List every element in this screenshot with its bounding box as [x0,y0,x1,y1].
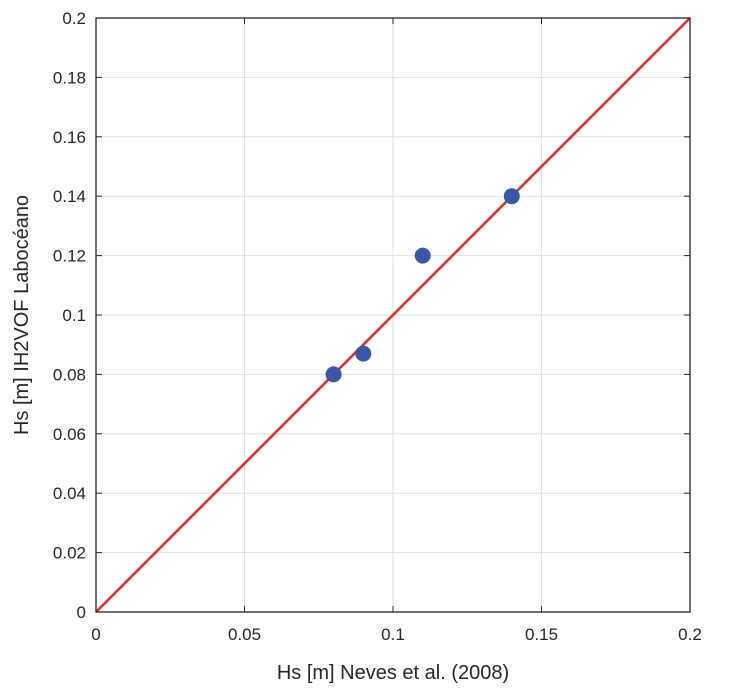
x-tick-label: 0.2 [678,625,702,644]
y-tick-label: 0.1 [62,306,86,325]
y-tick-label: 0.14 [53,187,86,206]
reference-line [95,17,691,613]
y-tick-label: 0.06 [53,425,86,444]
x-tick-labels: 0 0.05 0.1 0.15 0.2 [91,625,702,644]
data-point [325,366,342,383]
y-tick-label: 0.04 [53,484,86,503]
axis-ticks [95,17,691,613]
x-tick-label: 0.05 [228,625,261,644]
y-tick-label: 0.12 [53,247,86,266]
y-tick-label: 0.02 [53,544,86,563]
x-tick-label: 0 [91,625,100,644]
y-tick-labels: 0 0.02 0.04 0.06 0.08 0.1 0.12 0.14 0.16 0.18 0.2 [53,9,86,622]
y-tick-label: 0.16 [53,128,86,147]
x-tick-label: 0.1 [381,625,405,644]
x-tick-label: 0.15 [525,625,558,644]
y-tick-label: 0.18 [53,68,86,87]
reference-line-layer [95,17,691,613]
data-point [414,247,431,264]
data-point [503,188,520,205]
y-tick-label: 0.08 [53,365,86,384]
y-tick-label: 0.2 [62,9,86,28]
y-axis-label: Hs [m] IH2VOF Labocéano [11,195,33,435]
x-axis-label: Hs [m] Neves et al. (2008) [277,662,509,684]
data-point [355,345,372,362]
data-points [325,188,520,383]
y-tick-label: 0 [77,603,86,622]
